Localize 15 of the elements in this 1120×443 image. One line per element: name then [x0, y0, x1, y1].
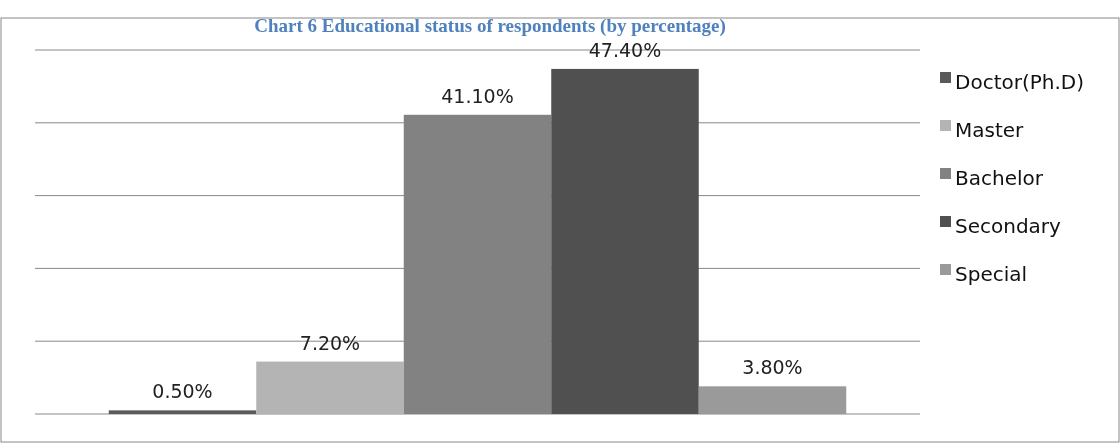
- legend-label: Special: [955, 261, 1028, 286]
- bar: [256, 361, 404, 414]
- data-label: 47.40%: [588, 38, 662, 61]
- bar: [551, 68, 699, 414]
- chart-title: Chart 6 Educational status of respondents (by percentage): [254, 15, 726, 37]
- bar: [698, 386, 847, 414]
- data-label: 41.10%: [441, 84, 514, 107]
- data-label: 7.20%: [299, 331, 361, 354]
- legend-label: Bachelor: [955, 165, 1044, 190]
- legend-label: Secondary: [955, 213, 1062, 238]
- legend-label: Master: [955, 117, 1025, 142]
- legend-label: Doctor(Ph.D): [955, 69, 1085, 94]
- data-label: 0.50%: [152, 380, 213, 403]
- data-label: 3.80%: [742, 356, 803, 379]
- bar: [108, 410, 257, 414]
